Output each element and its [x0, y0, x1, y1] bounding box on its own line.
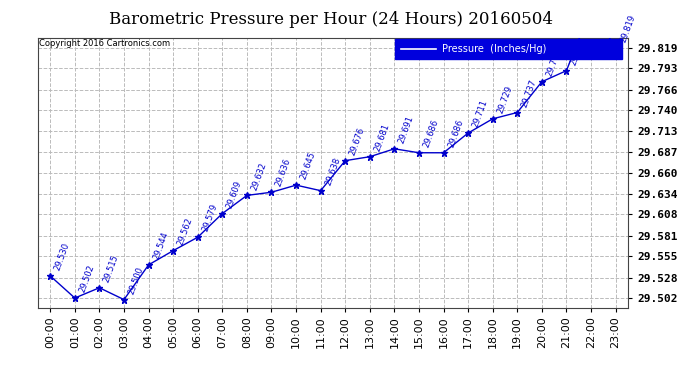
- Text: 29.638: 29.638: [324, 156, 342, 186]
- Text: 29.502: 29.502: [77, 264, 96, 294]
- Text: 29.645: 29.645: [299, 151, 317, 181]
- Text: Copyright 2016 Cartronics.com: Copyright 2016 Cartronics.com: [39, 39, 170, 48]
- Text: 29.562: 29.562: [176, 216, 195, 246]
- Text: 29.869: 29.869: [0, 374, 1, 375]
- Text: 29.636: 29.636: [274, 158, 293, 188]
- Text: 29.681: 29.681: [373, 122, 391, 153]
- Text: 29.676: 29.676: [348, 126, 366, 156]
- FancyBboxPatch shape: [395, 39, 622, 59]
- Text: 29.500: 29.500: [127, 265, 145, 296]
- Text: 29.790: 29.790: [569, 36, 588, 66]
- Text: 29.819: 29.819: [618, 13, 637, 44]
- Text: 29.729: 29.729: [495, 84, 514, 115]
- Text: Pressure  (Inches/Hg): Pressure (Inches/Hg): [442, 44, 546, 54]
- Text: 29.579: 29.579: [201, 203, 219, 233]
- Text: 29.776: 29.776: [544, 47, 563, 78]
- Text: 29.515: 29.515: [102, 254, 121, 284]
- Text: 29.686: 29.686: [422, 118, 440, 148]
- Text: 29.711: 29.711: [471, 99, 489, 129]
- Text: 29.609: 29.609: [225, 179, 244, 209]
- Text: 29.530: 29.530: [53, 242, 71, 272]
- Text: 29.737: 29.737: [520, 78, 538, 108]
- Text: 29.632: 29.632: [250, 161, 268, 191]
- Text: 29.544: 29.544: [151, 231, 170, 261]
- Text: Barometric Pressure per Hour (24 Hours) 20160504: Barometric Pressure per Hour (24 Hours) …: [109, 11, 553, 28]
- Text: 29.686: 29.686: [446, 118, 465, 148]
- Text: 29.691: 29.691: [397, 114, 415, 145]
